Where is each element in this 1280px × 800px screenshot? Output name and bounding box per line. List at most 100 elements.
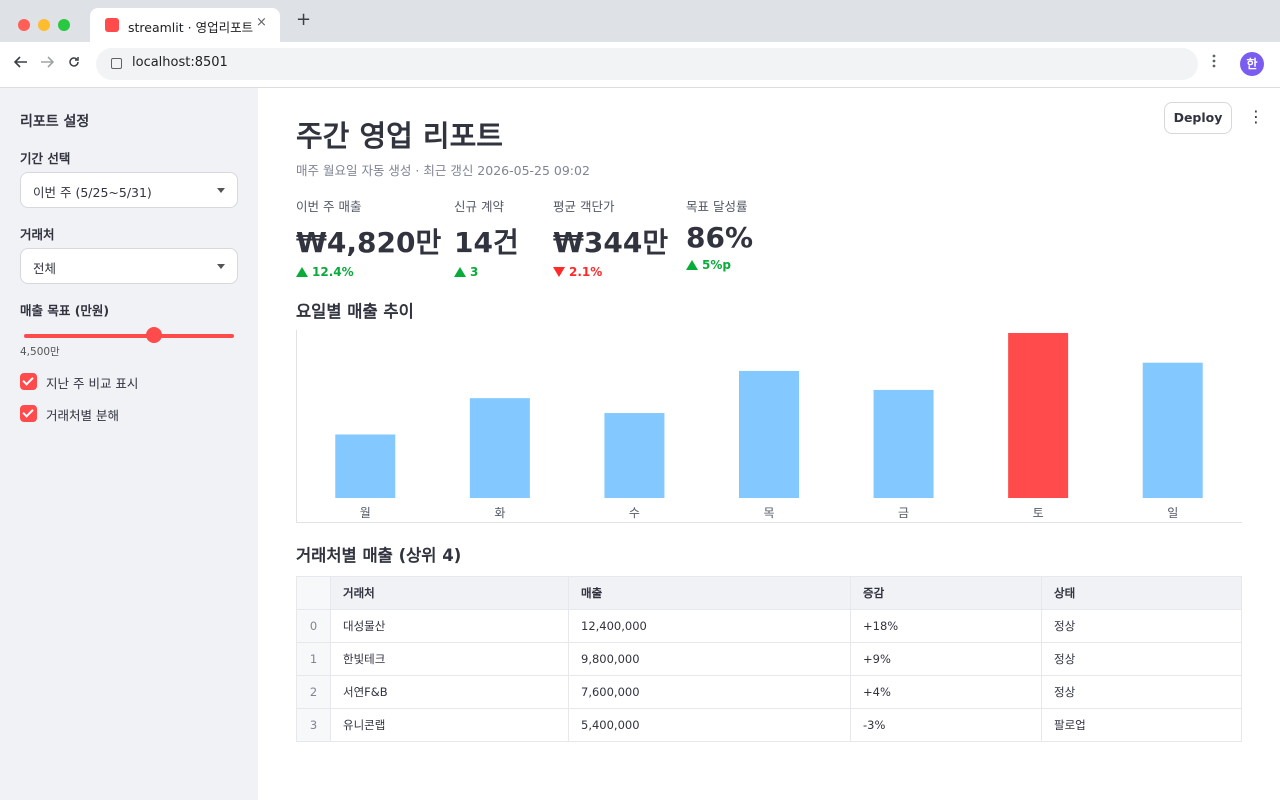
metric-target-achievement: 목표 달성률 86% 5%p [686, 196, 753, 272]
cell-client[interactable]: 대성물산 [330, 609, 569, 643]
x-tick-label: 화 [494, 506, 505, 520]
cell-status[interactable]: 정상 [1041, 675, 1242, 709]
reload-button[interactable] [68, 56, 80, 72]
target-slider-thumb[interactable] [146, 327, 163, 343]
metric-delta: 2.1% [553, 265, 668, 279]
browser-tab-active[interactable]: streamlit · 영업리포트 × [90, 8, 280, 42]
browser-tab-bar: streamlit · 영업리포트 × + [0, 0, 1280, 42]
table-row[interactable]: 1 한빛테크 9,800,000 +9% 정상 [296, 642, 1242, 676]
x-tick-label: 월 [360, 506, 371, 520]
url-input[interactable]: localhost:8501 [96, 48, 1198, 80]
cell-client[interactable]: 서연F&B [330, 675, 569, 709]
chart-bar-화[interactable] [469, 398, 530, 498]
cell-sales[interactable]: 9,800,000 [568, 642, 851, 676]
reload-icon [69, 57, 79, 67]
x-tick-label: 일 [1167, 506, 1178, 520]
browser-menu-button[interactable] [1212, 53, 1216, 72]
column-header-change[interactable]: 증감 [850, 576, 1042, 610]
metric-label: 목표 달성률 [686, 199, 748, 214]
table-row[interactable]: 2 서연F&B 7,600,000 +4% 정상 [296, 675, 1242, 709]
x-tick-label: 수 [629, 506, 640, 520]
page-info-icon[interactable] [111, 58, 122, 69]
metric-delta: 12.4% [296, 265, 441, 279]
metric-label: 신규 계약 [454, 199, 504, 214]
window-maximize-button[interactable] [58, 19, 70, 31]
back-button[interactable] [13, 54, 28, 73]
address-bar: localhost:8501 한 [0, 42, 1280, 88]
x-tick-label: 목 [763, 506, 774, 520]
column-header-sales[interactable]: 매출 [568, 576, 851, 610]
chart-bar-금[interactable] [873, 389, 934, 498]
sidebar: 리포트 설정 기간 선택 이번 주 (5/25~5/31) 거래처 전체 매출 … [0, 88, 258, 800]
metric-new-contracts: 신규 계약 14건 3 [454, 196, 519, 279]
table-row[interactable]: 3 유니콘랩 5,400,000 -3% 팔로업 [296, 708, 1242, 742]
client-breakdown-label[interactable]: 거래처별 분해 [46, 408, 119, 423]
cell-status[interactable]: 팔로업 [1041, 708, 1242, 742]
client-select[interactable]: 전체 [20, 248, 238, 284]
cell-change[interactable]: -3% [850, 708, 1042, 742]
chart-bar-월[interactable] [335, 434, 396, 498]
column-header-status[interactable]: 상태 [1041, 576, 1242, 610]
cell-sales[interactable]: 12,400,000 [568, 609, 851, 643]
window-minimize-button[interactable] [38, 19, 50, 31]
deploy-button[interactable]: Deploy [1164, 102, 1232, 134]
row-index: 3 [296, 708, 331, 742]
arrow-left-icon [13, 56, 27, 68]
cell-client[interactable]: 유니콘랩 [330, 708, 569, 742]
streamlit-favicon-icon [105, 18, 119, 32]
target-slider-track[interactable] [24, 334, 234, 338]
forward-button[interactable] [40, 54, 55, 73]
target-slider-value: 4,500만 [20, 346, 60, 358]
client-label: 거래처 [20, 227, 55, 242]
metric-value: ₩4,820만 [296, 226, 442, 259]
window-close-button[interactable] [18, 19, 30, 31]
arrow-right-icon [41, 56, 55, 68]
period-select-value: 이번 주 (5/25~5/31) [33, 185, 152, 200]
column-header-client[interactable]: 거래처 [330, 576, 569, 610]
row-index: 1 [296, 642, 331, 676]
table-row[interactable]: 0 대성물산 12,400,000 +18% 정상 [296, 609, 1242, 643]
cell-status[interactable]: 정상 [1041, 642, 1242, 676]
x-tick-label: 토 [1033, 506, 1044, 520]
target-label: 매출 목표 (만원) [20, 303, 110, 318]
tab-close-icon[interactable]: × [256, 15, 267, 30]
cell-sales[interactable]: 7,600,000 [568, 675, 851, 709]
chart-bar-일[interactable] [1142, 362, 1203, 498]
period-select[interactable]: 이번 주 (5/25~5/31) [20, 172, 238, 208]
chart-bar-목[interactable] [739, 370, 799, 498]
client-sales-table[interactable]: 거래처 매출 증감 상태 0 대성물산 12,400,000 +18% 정상 1… [296, 576, 1242, 742]
chart-bar-수[interactable] [604, 413, 665, 498]
url-text[interactable]: localhost:8501 [132, 55, 228, 70]
metric-delta: 5%p [686, 258, 753, 272]
cell-change[interactable]: +18% [850, 609, 1042, 643]
metric-label: 이번 주 매출 [296, 199, 362, 214]
index-header [296, 576, 331, 610]
cell-client[interactable]: 한빛테크 [330, 642, 569, 676]
chart-title: 요일별 매출 추이 [296, 302, 414, 321]
row-index: 0 [296, 609, 331, 643]
profile-avatar[interactable]: 한 [1240, 52, 1264, 76]
chart-bar-토[interactable] [1008, 333, 1069, 498]
page-title: 주간 영업 리포트 [296, 119, 503, 153]
cell-change[interactable]: +4% [850, 675, 1042, 709]
arrow-up-icon [454, 267, 466, 277]
page-caption: 매주 월요일 자동 생성 · 최근 갱신 2026-05-25 09:02 [296, 163, 590, 178]
cell-status[interactable]: 정상 [1041, 609, 1242, 643]
table-header-row: 거래처 매출 증감 상태 [296, 576, 1242, 610]
cell-change[interactable]: +9% [850, 642, 1042, 676]
cell-sales[interactable]: 5,400,000 [568, 708, 851, 742]
client-select-value: 전체 [33, 261, 57, 276]
compare-last-week-label[interactable]: 지난 주 비교 표시 [46, 376, 139, 391]
sidebar-title: 리포트 설정 [20, 114, 90, 130]
arrow-up-icon [686, 260, 698, 270]
app-menu-button[interactable]: ⋮ [1248, 107, 1264, 126]
client-breakdown-checkbox[interactable] [20, 405, 37, 422]
compare-last-week-checkbox[interactable] [20, 373, 37, 390]
metric-avg-order-value: 평균 객단가 ₩344만 2.1% [553, 196, 668, 279]
metric-delta: 3 [454, 265, 519, 279]
new-tab-button[interactable]: + [296, 9, 312, 30]
metric-label: 평균 객단가 [553, 199, 615, 214]
metric-value: 14건 [454, 226, 519, 259]
metric-value: ₩344만 [553, 226, 669, 259]
